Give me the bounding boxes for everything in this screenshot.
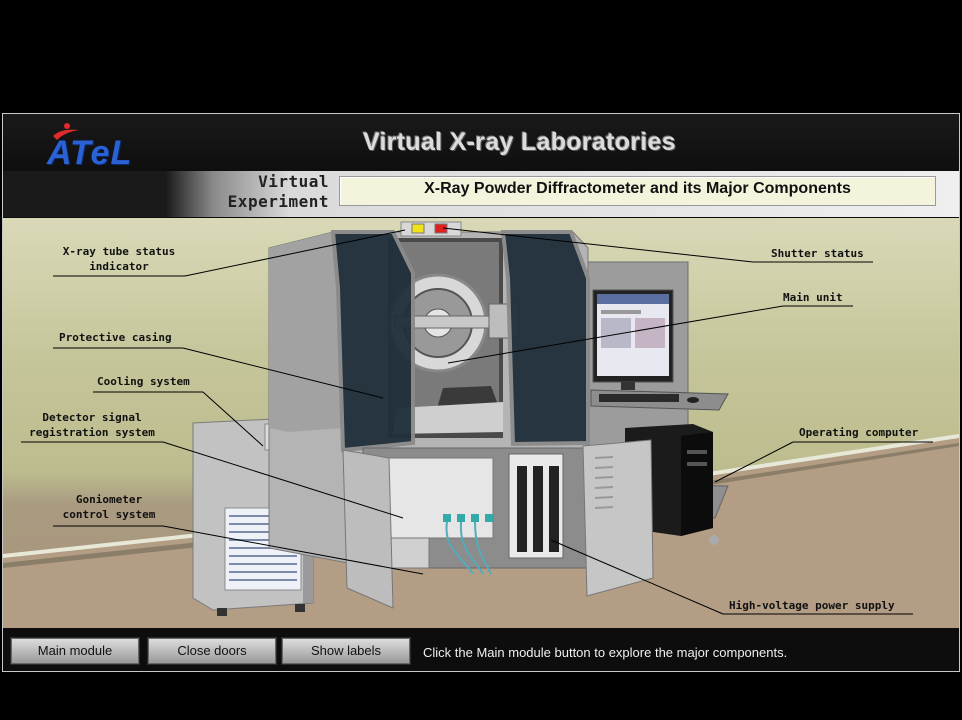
diffractometer-illustration <box>192 221 729 616</box>
logo-wordmark: ATeL <box>47 134 133 172</box>
label-main-unit: Main unit <box>783 291 843 304</box>
show-labels-button[interactable]: Show labels <box>282 638 410 664</box>
app-title: Virtual X-ray Laboratories <box>363 128 676 156</box>
tube-indicator-light <box>411 223 425 234</box>
label-goniometer-line1: Goniometer <box>75 493 143 506</box>
label-cooling-system: Cooling system <box>97 375 190 388</box>
main-cabinet <box>268 221 654 609</box>
bottom-toolbar: Main module Close doors Show labels Clic… <box>3 628 959 671</box>
close-doors-button[interactable]: Close doors <box>148 638 276 664</box>
lab-scene: X-ray tube status indicator Shutter stat… <box>3 218 959 628</box>
label-goniometer-line2: control system <box>62 508 156 521</box>
label-operating-computer: Operating computer <box>799 426 919 439</box>
label-detector-line1: Detector signal <box>42 411 142 424</box>
header: ATeL Advanced Tools for e-Learning Virtu… <box>3 114 959 217</box>
label-xray-tube-indicator: X-ray tube status indicator <box>53 244 185 274</box>
label-detector-line2: registration system <box>29 426 155 439</box>
label-hv-power-supply: High-voltage power supply <box>729 599 895 612</box>
callout-leader-lines <box>21 227 933 615</box>
label-xray-tube-line2: indicator <box>89 260 149 273</box>
section-label-line1: Virtual <box>258 172 329 191</box>
label-xray-tube-line1: X-ray tube status <box>62 245 176 258</box>
main-module-button[interactable]: Main module <box>11 638 139 664</box>
instruction-text: Click the Main module button to explore … <box>423 645 788 660</box>
subtitle-box: X-Ray Powder Diffractometer and its Majo… <box>339 176 936 206</box>
section-label-line2: Experiment <box>227 192 329 211</box>
person-swoosh-icon <box>53 123 79 140</box>
section-label: Virtual Experiment <box>209 172 329 216</box>
label-shutter-status: Shutter status <box>771 247 864 260</box>
page-subtitle: X-Ray Powder Diffractometer and its Majo… <box>424 180 851 197</box>
label-goniometer-control: Goniometer control system <box>53 492 165 522</box>
label-detector-signal: Detector signal registration system <box>21 410 163 440</box>
app-frame: ATeL Advanced Tools for e-Learning Virtu… <box>2 113 960 672</box>
label-protective-casing: Protective casing <box>59 331 172 344</box>
